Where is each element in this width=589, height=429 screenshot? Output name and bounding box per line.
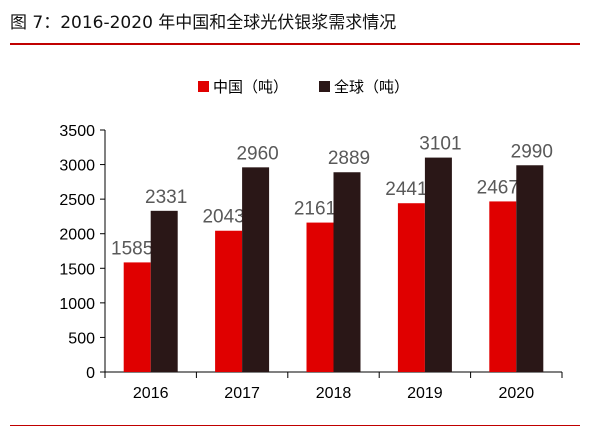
bar-china bbox=[215, 230, 243, 372]
data-label-global: 3101 bbox=[419, 134, 461, 155]
data-label-china: 2161 bbox=[294, 199, 336, 220]
data-label-china: 1585 bbox=[111, 238, 153, 259]
bar-global bbox=[242, 167, 270, 372]
bar-global bbox=[150, 210, 178, 372]
figure-title: 图 7：2016-2020 年中国和全球光伏银浆需求情况 bbox=[10, 13, 397, 33]
y-tick-label: 2500 bbox=[59, 192, 95, 209]
x-tick-label: 2019 bbox=[407, 385, 443, 402]
data-label-china: 2467 bbox=[477, 177, 519, 198]
y-tick-label: 500 bbox=[68, 330, 95, 347]
legend-global-label: 全球（吨） bbox=[334, 78, 409, 96]
x-tick-label: 2016 bbox=[133, 385, 169, 402]
data-label-china: 2043 bbox=[202, 207, 244, 228]
legend-china-swatch bbox=[198, 81, 209, 92]
data-label-global: 2960 bbox=[236, 143, 278, 164]
bar-china bbox=[397, 203, 425, 372]
bar-global bbox=[516, 165, 544, 372]
y-tick-label: 1500 bbox=[59, 261, 95, 278]
bar-global bbox=[333, 172, 361, 372]
data-label-global: 2331 bbox=[145, 187, 187, 208]
y-tick-label: 3500 bbox=[59, 123, 95, 140]
data-label-china: 2441 bbox=[385, 179, 427, 200]
data-label-global: 2889 bbox=[328, 148, 370, 169]
bar-china bbox=[306, 222, 334, 372]
x-tick-label: 2018 bbox=[316, 385, 352, 402]
bar-global bbox=[424, 157, 452, 372]
x-tick-label: 2017 bbox=[224, 385, 260, 402]
legend-global-swatch bbox=[319, 81, 330, 92]
y-tick-label: 1000 bbox=[59, 296, 95, 313]
y-tick-label: 3000 bbox=[59, 158, 95, 175]
y-tick-label: 2000 bbox=[59, 227, 95, 244]
bottom-rule bbox=[10, 425, 580, 426]
x-tick-label: 2020 bbox=[499, 385, 535, 402]
legend-china-label: 中国（吨） bbox=[213, 78, 288, 96]
bar-china bbox=[123, 262, 151, 372]
title-underline bbox=[10, 43, 580, 45]
bar-china bbox=[489, 201, 517, 372]
data-label-global: 2990 bbox=[511, 141, 553, 162]
y-tick-label: 0 bbox=[86, 365, 95, 382]
